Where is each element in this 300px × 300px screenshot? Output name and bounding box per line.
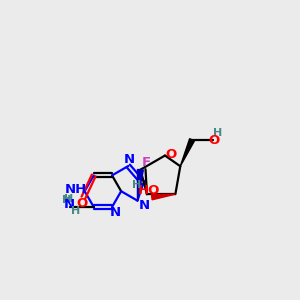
Text: H: H [71,206,81,216]
Text: H: H [133,180,142,190]
Text: O: O [166,148,177,160]
Polygon shape [180,139,194,166]
Text: N: N [110,206,121,219]
Text: H: H [64,194,73,205]
Text: N: N [138,200,149,212]
Text: H: H [62,195,71,205]
Text: N: N [64,199,75,212]
Text: O: O [208,134,220,147]
Text: H: H [213,128,223,138]
Polygon shape [137,169,143,201]
Text: N: N [124,153,135,166]
Text: O: O [76,197,88,211]
Text: NH: NH [65,183,87,196]
Text: F: F [142,156,151,169]
Text: HO: HO [138,184,160,197]
Polygon shape [152,194,176,200]
